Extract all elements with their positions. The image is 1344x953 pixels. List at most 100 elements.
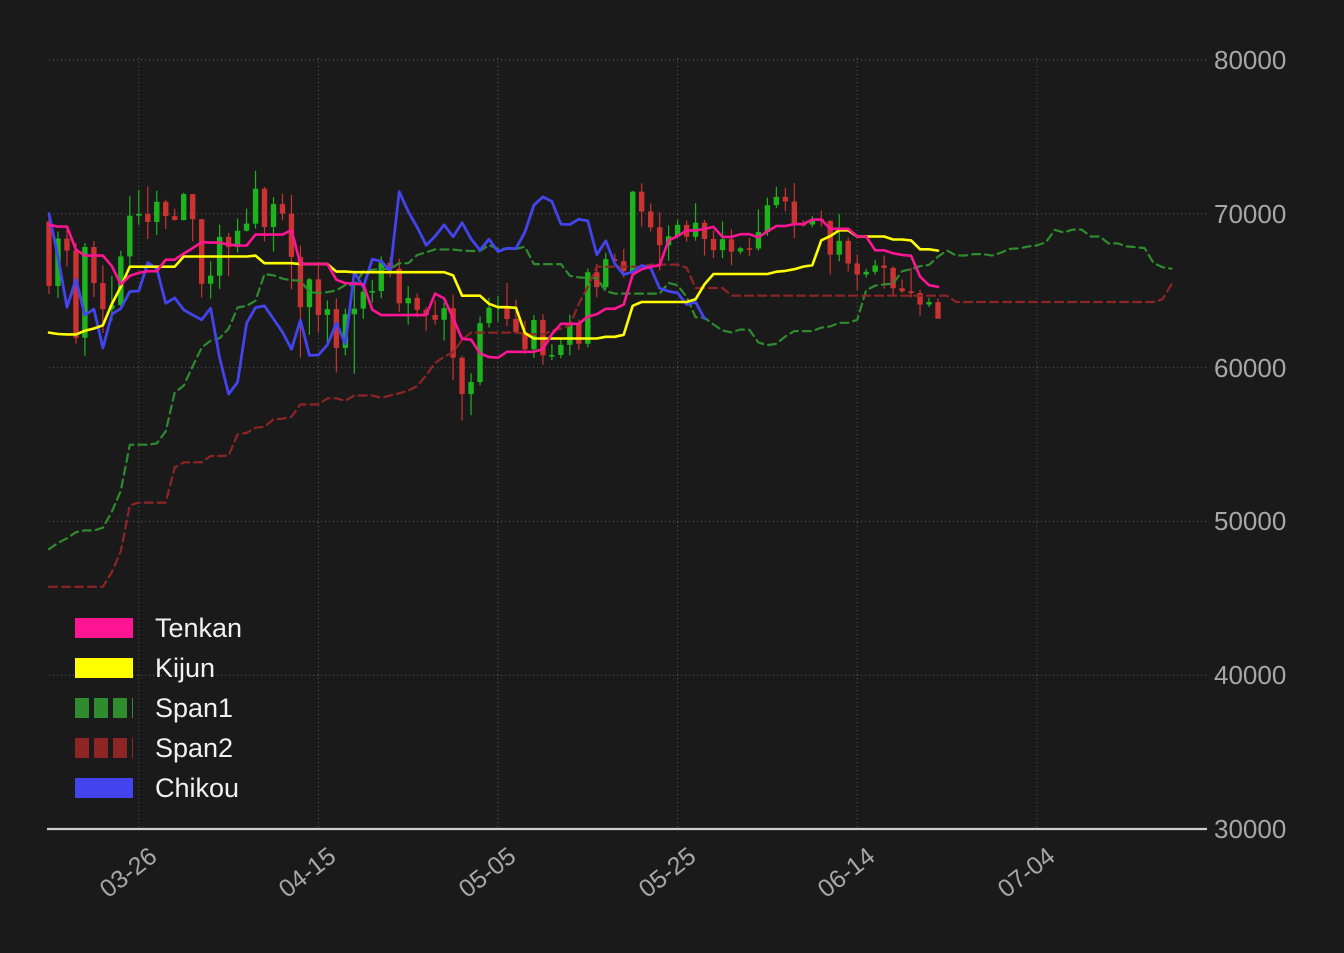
candle-down (638, 191, 645, 212)
candle-down (64, 238, 70, 251)
y-tick-label: 50000 (1214, 506, 1287, 537)
candle-up (836, 240, 842, 255)
candle-down (728, 239, 735, 252)
candle-down (91, 247, 97, 284)
candle-up (486, 307, 492, 324)
candle-up (630, 191, 636, 272)
span1-line-swatch (75, 698, 133, 718)
candle-up (324, 309, 331, 316)
candle-down (459, 357, 465, 395)
candle-down (513, 318, 519, 333)
candle-down (163, 201, 169, 217)
candle-up (369, 291, 375, 293)
candle-up (360, 291, 366, 309)
candle-up (118, 256, 124, 306)
tenkan-line-swatch (75, 618, 133, 638)
candle-up (585, 272, 591, 344)
grid-layer (49, 58, 1206, 829)
candle-up (809, 219, 815, 225)
candle-down (782, 196, 789, 202)
legend-item-span2: Span2 (75, 728, 242, 768)
candle-up (127, 215, 133, 257)
candle-up (82, 247, 88, 338)
candle-down (522, 332, 528, 350)
legend-label-span1: Span1 (155, 692, 234, 723)
candle-up (181, 194, 187, 220)
candle-down (297, 256, 304, 308)
legend-label-chikou: Chikou (155, 772, 240, 803)
candle-down (701, 222, 708, 240)
candle-down (198, 219, 205, 284)
candle-up (863, 271, 869, 275)
legend-item-kijun: Kijun (75, 648, 242, 688)
y-tick-label: 60000 (1214, 352, 1287, 383)
candle-up (252, 188, 259, 224)
candle-up (755, 232, 762, 249)
candle-down (145, 213, 151, 222)
candle-down (225, 236, 232, 248)
candle-up (872, 265, 878, 272)
candle-up (926, 302, 932, 305)
candle-down (890, 267, 896, 289)
y-tick-label: 70000 (1214, 198, 1287, 229)
candle-down (917, 293, 923, 305)
candle-down (908, 291, 914, 294)
y-tick-label: 40000 (1214, 660, 1287, 691)
candle-down (396, 268, 402, 304)
candle-down (710, 239, 717, 251)
candle-up (270, 204, 277, 228)
candle-down (73, 250, 79, 338)
legend: Tenkan Kijun Span1 Span2 Chikou (75, 608, 242, 808)
candle-up (243, 223, 250, 231)
candle-up (468, 382, 474, 395)
candle-down (647, 211, 654, 228)
kijun-line (47, 229, 940, 340)
candle-down (576, 322, 582, 344)
candle-up (567, 322, 573, 345)
candle-up (207, 275, 214, 284)
candle-up (764, 205, 771, 233)
chikou-line-swatch (75, 778, 133, 798)
candle-down (432, 315, 438, 320)
legend-label-kijun: Kijun (155, 652, 216, 683)
candle-up (549, 354, 555, 357)
candle-up (378, 262, 384, 292)
candle-up (342, 314, 349, 348)
candle-down (189, 194, 196, 220)
candle-up (558, 344, 564, 355)
candle-down (881, 265, 887, 268)
candle-down (279, 204, 286, 214)
candle-up (773, 196, 780, 206)
candle-up (154, 201, 160, 222)
kijun-line-swatch (75, 658, 133, 678)
candle-up (737, 248, 744, 252)
candle-up (441, 308, 447, 320)
candle-up (234, 230, 241, 248)
candle-down (854, 263, 860, 275)
tenkan-line (47, 218, 940, 360)
candle-up (719, 239, 726, 251)
candle-down (315, 279, 322, 316)
legend-item-span1: Span1 (75, 688, 242, 728)
candle-down (288, 213, 295, 257)
candle-down (935, 302, 941, 319)
legend-label-span2: Span2 (155, 732, 234, 763)
chikou-line (47, 190, 706, 396)
candle-down (845, 240, 851, 264)
candle-down (791, 201, 798, 225)
span2-line (47, 263, 1173, 588)
candle-down (504, 305, 510, 319)
candle-down (100, 283, 106, 310)
candle-up (306, 279, 313, 308)
candles-layer (46, 170, 941, 421)
candle-up (136, 213, 142, 216)
legend-label-tenkan: Tenkan (155, 612, 243, 643)
candle-down (656, 227, 663, 246)
candle-down (450, 308, 456, 358)
span2-line-swatch (75, 738, 133, 758)
candle-down (899, 288, 905, 292)
candle-down (261, 188, 268, 228)
candle-down (333, 309, 340, 348)
candle-down (46, 221, 52, 286)
